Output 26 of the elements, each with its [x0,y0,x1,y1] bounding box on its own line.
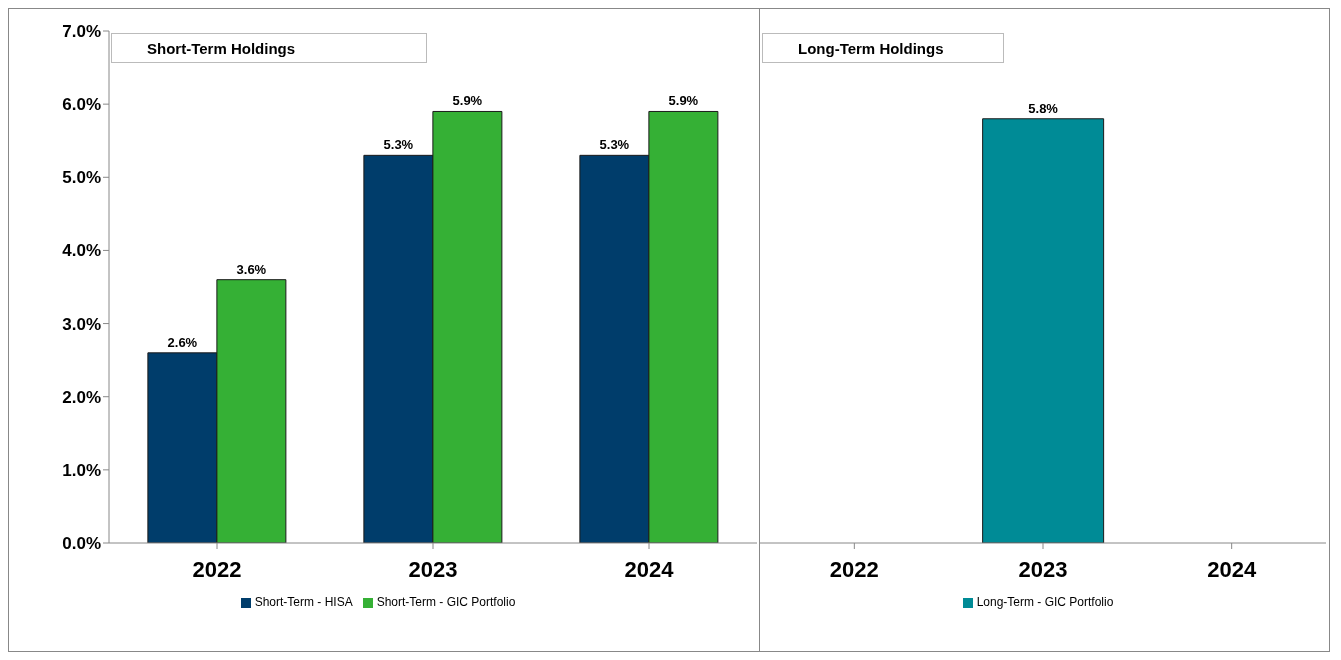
x-tick-label: 2023 [1018,556,1068,582]
y-tick-label: 5.0% [62,168,101,188]
legend-label: Short-Term - GIC Portfolio [376,595,516,609]
y-tick-label: 0.0% [62,534,101,554]
data-label: 2.6% [167,334,198,350]
data-label: 5.8% [1028,100,1059,116]
x-tick-label: 2022 [829,556,879,582]
legend-label: Short-Term - HISA [254,595,353,609]
data-label: 3.6% [236,261,267,277]
data-label: 5.9% [452,93,483,109]
data-label: 5.3% [383,137,414,153]
text: Long-Term Holdings [798,40,944,57]
x-tick-label: 2022 [192,556,242,582]
y-tick-label: 3.0% [62,314,101,334]
y-tick-label: 1.0% [62,460,101,480]
x-tick-label: 2023 [408,556,458,582]
data-label: 5.9% [668,93,699,109]
x-tick-label: 2024 [624,556,675,582]
y-tick-label: 7.0% [62,22,101,42]
y-tick-label: 4.0% [62,241,101,261]
x-tick-label: 2024 [1207,556,1257,582]
text: Short-Term Holdings [147,40,296,57]
y-tick-label: 6.0% [62,95,101,115]
y-tick-label: 2.0% [62,387,101,407]
legend-label: Long-Term - GIC Portfolio [976,595,1114,609]
data-label: 5.3% [599,137,630,153]
